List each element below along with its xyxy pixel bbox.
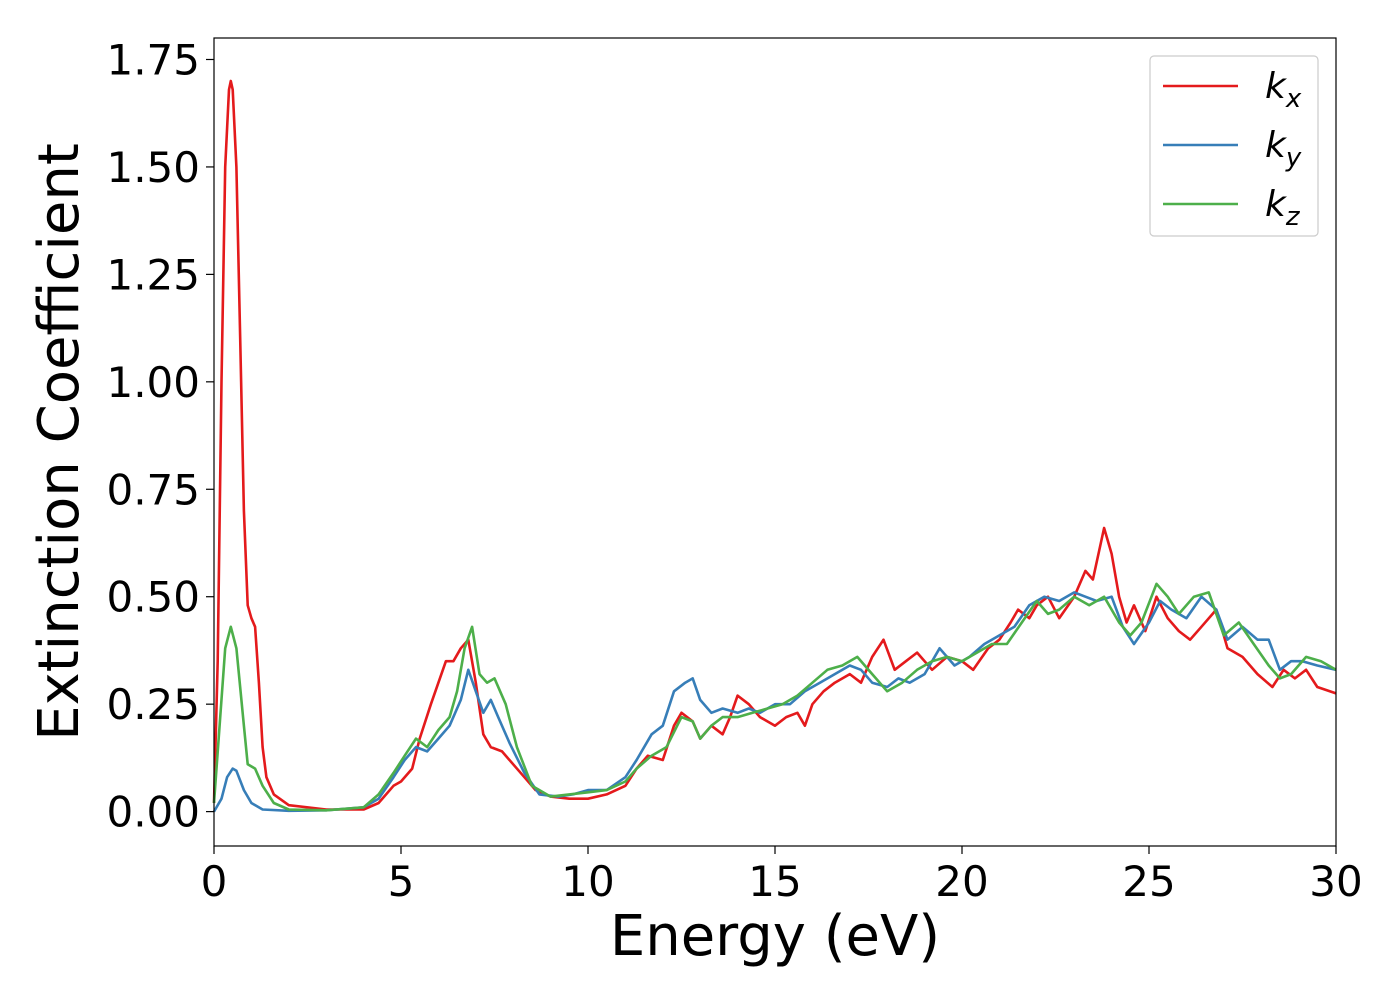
x-tick-label: 25 xyxy=(1122,857,1175,906)
y-tick-label: 1.00 xyxy=(106,358,200,407)
series-line-z xyxy=(212,582,1337,812)
y-axis-ticks: 0.00 0.25 0.50 0.75 1.00 1.25 1.50 1.75 xyxy=(106,35,214,837)
series-line-x xyxy=(212,79,1337,811)
x-tick-label: 15 xyxy=(748,857,801,906)
y-axis-label: Extinction Coefficient xyxy=(27,143,92,741)
x-axis-ticks: 0 5 10 15 20 25 30 xyxy=(201,846,1363,906)
x-tick-label: 30 xyxy=(1309,857,1362,906)
legend-label-x: kx xyxy=(1265,66,1302,114)
y-tick-label: 1.75 xyxy=(106,35,200,84)
legend: kx ky kz xyxy=(1149,55,1319,237)
x-tick-label: 0 xyxy=(201,857,228,906)
y-tick-label: 1.25 xyxy=(106,250,200,299)
x-tick-label: 10 xyxy=(561,857,614,906)
x-tick-label: 20 xyxy=(935,857,988,906)
legend-label-y: ky xyxy=(1265,125,1302,173)
legend-label-z: kz xyxy=(1265,184,1301,232)
y-tick-label: 1.50 xyxy=(106,143,200,192)
x-axis-label: Energy (eV) xyxy=(610,904,940,969)
y-tick-label: 0.75 xyxy=(106,465,200,514)
series-line-y xyxy=(212,591,1337,813)
x-tick-label: 5 xyxy=(388,857,415,906)
y-tick-label: 0.25 xyxy=(106,680,200,729)
series-layer xyxy=(212,79,1337,813)
y-tick-label: 0.50 xyxy=(106,573,200,622)
y-tick-label: 0.00 xyxy=(106,788,200,837)
